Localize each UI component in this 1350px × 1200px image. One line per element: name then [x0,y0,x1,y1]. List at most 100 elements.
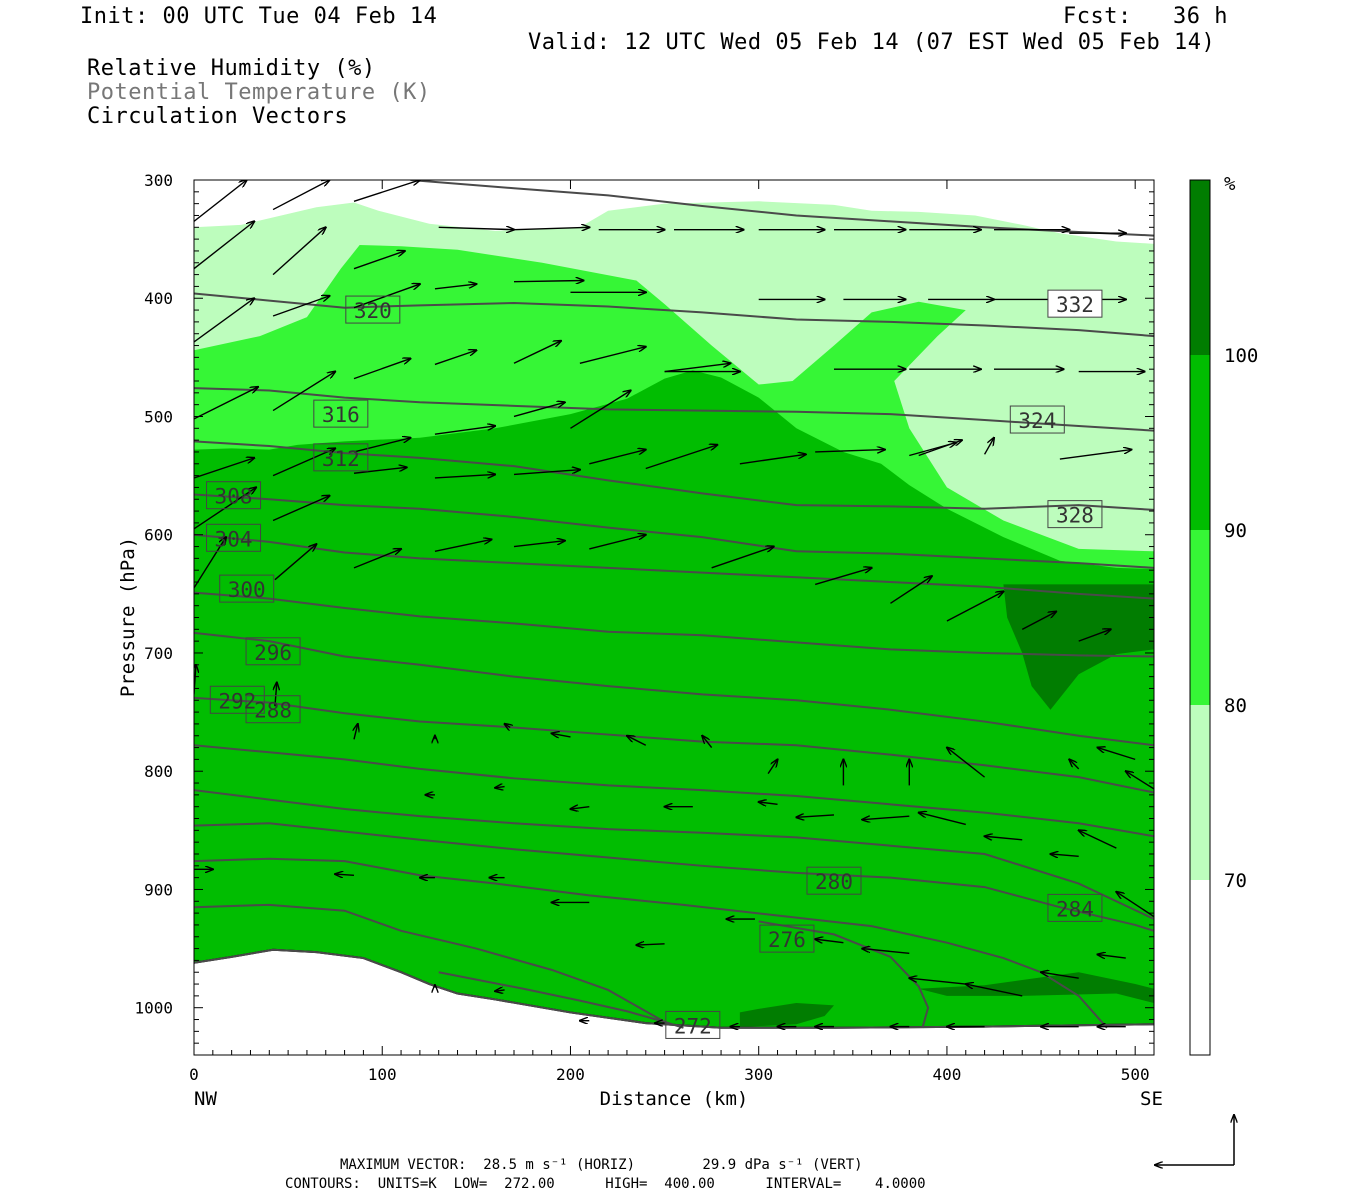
colorbar-label: 80 [1224,695,1247,717]
x-tick-label: 0 [189,1065,199,1084]
contour-label-box [313,443,369,472]
colorbar-segment [1190,180,1210,355]
wind-vector [759,802,778,804]
contour-label: 272 [674,1014,712,1038]
theta-contour-324 [194,387,1154,432]
wind-vector [711,547,774,569]
contour-label-box [1047,289,1103,318]
contour-label: 320 [354,299,392,323]
wind-vector [353,438,410,453]
y-axis-title: Pressure (hPa) [117,537,139,697]
rh-region-100+ [739,1002,834,1027]
wind-vector [1059,450,1132,460]
wind-vector [1078,629,1111,642]
y-tick-label: 800 [144,762,173,781]
wind-vector [272,372,335,412]
terrain-mask [194,949,1154,1055]
colorbar-label: 70 [1224,870,1247,892]
contour-label-box [206,523,262,552]
wind-vector [767,759,777,774]
wind-vector [434,350,476,366]
contour-label-box [209,685,265,714]
theta-contour-292 [194,789,1154,920]
wind-vector [909,978,966,985]
wind-vector [739,454,806,465]
rh-region-100+ [1003,584,1154,710]
contour-label-box [313,399,369,428]
theta-contour-308 [194,591,1154,658]
wind-vector [434,284,476,290]
wind-vector [505,724,511,728]
wind-vector [353,467,407,474]
theta-contour-284 [194,857,1108,1029]
wind-vector [272,180,329,211]
colorbar-segment [1190,530,1210,705]
y-tick-label: 1000 [134,999,173,1018]
wind-vector [194,298,254,343]
contour-label-box [206,481,262,510]
wind-vector [194,487,256,530]
contour-label: 280 [815,870,853,894]
theta-contour-280 [758,920,930,1029]
wind-vector [1116,892,1154,918]
theta-contour-300 [194,696,1154,794]
wind-vector [918,440,962,457]
theta-contour-272 [194,948,1154,1029]
contour-label-box [219,574,275,603]
colorbar-unit: % [1224,173,1236,195]
wind-vector [1098,748,1136,761]
wind-vector [815,939,844,943]
field-label-theta: Potential Temperature (K) [87,80,431,105]
wind-vector [513,470,580,476]
contour-label-box [345,295,401,324]
wind-vector [434,426,495,435]
wind-vector [702,736,713,749]
wind-vector [434,474,495,479]
wind-vector [814,568,871,586]
wind-vector [353,359,410,380]
wind-vector [272,227,326,276]
theta-contour-328 [194,292,1154,338]
wind-vector [645,445,718,470]
theta-contour-276 [438,971,684,1029]
x-end-label-nw: NW [194,1088,217,1110]
contour-label-box [245,637,301,666]
wind-vector [495,990,505,991]
wind-vector [1050,854,1079,856]
max-vector-note: MAXIMUM VECTOR: 28.5 m s⁻¹ (HORIZ) 29.9 … [340,1157,863,1173]
wind-vector [495,787,505,788]
contour-label: 312 [322,447,360,471]
y-tick-label: 300 [144,171,173,190]
colorbar-frame [1189,179,1211,1056]
wind-vector [862,815,910,820]
contour-label-box [1047,500,1103,529]
wind-vector [919,813,966,826]
wind-vector [275,683,277,707]
x-tick-label: 200 [556,1065,585,1084]
wind-vector [664,363,731,373]
wind-vector [589,450,645,465]
wind-vector [194,458,254,479]
contour-label: 308 [215,485,253,509]
theta-contour-304 [194,631,1154,747]
wind-vector [636,944,665,945]
wind-vector [983,438,994,455]
wind-vector [353,180,420,202]
wind-vector [513,402,565,418]
field-label-rh: Relative Humidity (%) [87,56,376,81]
contour-info: CONTOURS: UNITS=K LOW= 272.00 HIGH= 400.… [285,1176,926,1192]
wind-vector [194,387,258,420]
wind-vector [272,448,335,477]
wind-vector [570,807,590,809]
wind-vector [513,341,561,364]
y-tick-label: 900 [144,880,173,899]
contour-label: 288 [254,699,292,723]
wind-vector [1079,830,1117,849]
wind-vector [272,296,329,317]
wind-vector [570,390,630,429]
wind-vector [513,281,584,282]
wind-vector [862,949,910,955]
wind-vector [1041,972,1079,979]
wind-vector [353,549,401,569]
wind-vector [946,591,1003,622]
